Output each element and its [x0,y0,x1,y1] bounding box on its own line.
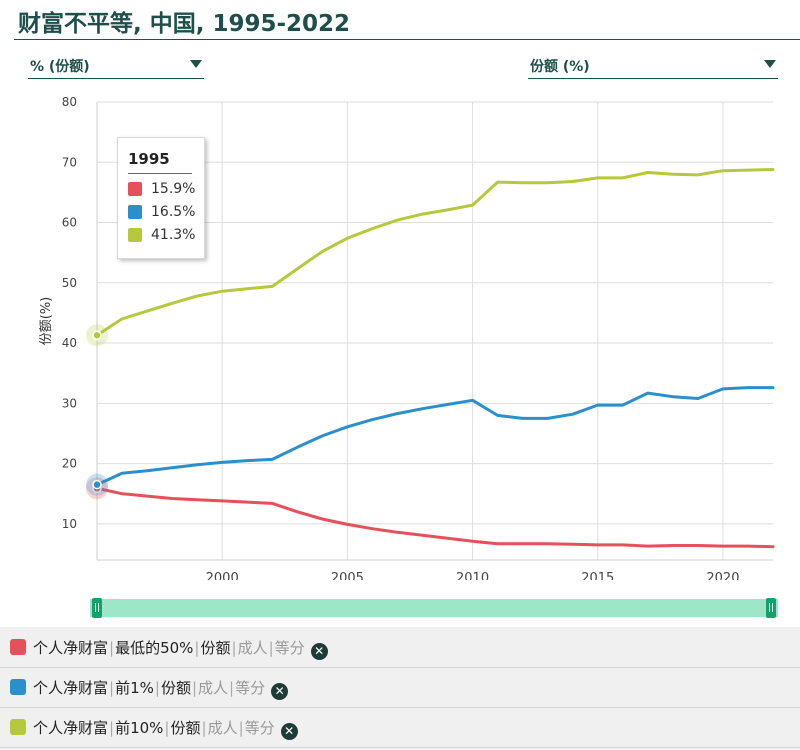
x-tick-label: 2010 [456,571,489,580]
y-tick-label: 50 [62,276,77,290]
legend-part: 份额 [170,719,201,737]
legend-part: 等分 [274,639,305,657]
legend-part: 前1% [115,679,154,697]
legend-swatch [10,679,26,695]
legend-label: 个人净财富|前1%|份额|成人|等分 ✕ [33,677,289,700]
tooltip-value: 41.3% [151,227,196,243]
title-divider [14,39,800,40]
legend-part: 份额 [160,679,191,697]
legend-separator: | [109,719,115,737]
legend-label: 个人净财富|前10%|份额|成人|等分 ✕ [33,717,298,740]
y-axis-label: 份额(%) [39,297,54,346]
legend-part: 等分 [244,719,275,737]
highlight-point [92,479,102,490]
highlight-point [92,330,102,340]
legend-part: 成人 [198,679,229,697]
series-line [95,486,775,549]
unit-select[interactable]: % (份额) [28,52,204,79]
page-title: 财富不平等, 中国, 1995-2022 [18,11,351,37]
series-line [95,386,775,487]
tooltip-year: 1995 [128,150,170,168]
series-line [95,168,775,337]
range-end-handle[interactable] [766,598,776,618]
tooltip-swatch [128,205,142,219]
legend-separator: | [201,719,207,737]
legend-part: 最低的50% [115,639,194,657]
y-tick-label: 20 [62,457,77,471]
legend-part: 前10% [115,719,164,737]
legend-part: 个人净财富 [33,719,109,737]
y-tick-label: 30 [62,396,77,410]
line-chart[interactable]: 10 20 30 40 50 60 70 80 2000 2005 2010 2015 2020 份额(%… [0,80,800,580]
legend-label: 个人净财富|最低的50%|份额|成人|等分 ✕ [33,637,328,660]
legend-part: 成人 [237,639,268,657]
tooltip-swatch [128,182,142,196]
y-tick-label: 40 [62,336,77,350]
legend-part: 份额 [200,639,231,657]
legend-part: 个人净财富 [33,679,109,697]
y-tick-label: 70 [62,155,77,169]
indicator-select-value: 份额 (%) [530,59,590,75]
tooltip-value: 15.9% [151,181,196,197]
x-tick-label: 2020 [706,571,739,580]
unit-select-value: % (份额) [30,59,90,75]
y-tick-label: 80 [62,95,77,109]
x-tick-label: 2000 [206,571,239,580]
legend-separator: | [231,639,237,657]
chevron-down-icon [764,60,776,68]
legend-separator: | [229,679,235,697]
legend-separator: | [164,719,170,737]
x-tick-label: 2015 [581,571,614,580]
y-tick-label: 60 [62,216,77,230]
tooltip-value: 16.5% [151,204,196,220]
close-icon[interactable]: ✕ [310,643,328,660]
legend-part: 等分 [235,679,266,697]
legend-separator: | [109,639,115,657]
legend-separator: | [194,639,200,657]
y-tick-label: 10 [62,517,77,531]
legend-separator: | [154,679,160,697]
legend-row: 个人净财富|最低的50%|份额|成人|等分 ✕ [0,627,800,668]
close-icon[interactable]: ✕ [271,683,289,700]
legend-separator: | [238,719,244,737]
range-start-handle[interactable] [92,598,102,618]
x-tick-label: 2005 [331,571,364,580]
legend-swatch [10,639,26,655]
tooltip-swatch [128,228,142,242]
series-legend: 个人净财富|最低的50%|份额|成人|等分 ✕ 个人净财富|前1%|份额|成人|等分… [0,627,800,750]
legend-separator: | [191,679,198,697]
chart-tooltip: 1995 15.9% 16.5% 41.3% [117,137,205,259]
close-icon[interactable]: ✕ [280,723,298,740]
legend-row: 个人净财富|前1%|份额|成人|等分 ✕ [0,667,800,708]
legend-separator: | [268,639,274,657]
indicator-select[interactable]: 份额 (%) [528,52,778,79]
tooltip-divider [128,173,192,174]
legend-part: 个人净财富 [33,639,109,657]
legend-part: 成人 [207,719,238,737]
year-range-slider[interactable] [90,598,778,618]
legend-swatch [10,719,26,735]
legend-row: 个人净财富|前10%|份额|成人|等分 ✕ [0,707,800,748]
chevron-down-icon [190,60,202,68]
legend-separator: | [109,679,115,697]
